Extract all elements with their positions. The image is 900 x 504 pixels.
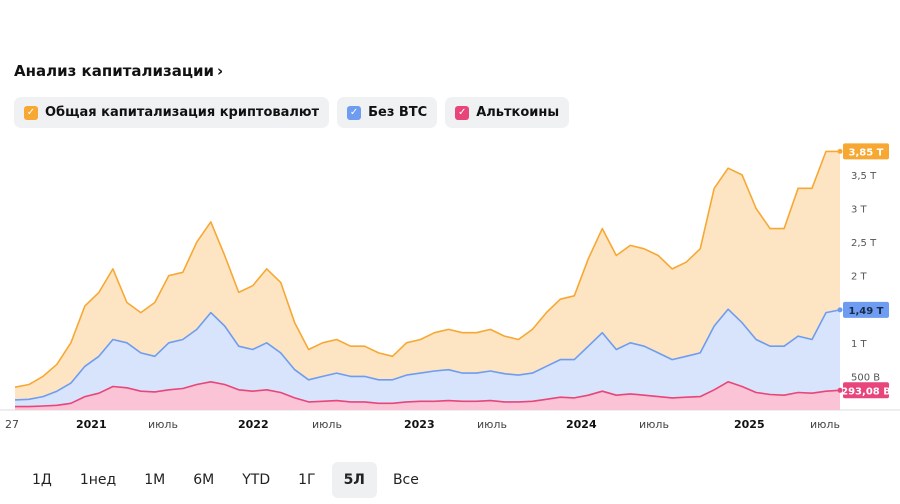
end-value-label: 293,08 B <box>841 386 891 397</box>
tab-5y[interactable]: 5Л <box>331 462 377 498</box>
end-point-0 <box>837 148 843 154</box>
x-tick-label: 2024 <box>566 418 597 431</box>
legend-label: Общая капитализация криптовалют <box>45 105 320 120</box>
legend-toggle-ex-btc[interactable]: ✓ Без BTC <box>337 97 438 128</box>
tab-1w[interactable]: 1нед <box>79 472 117 488</box>
end-value-badge-1: 1,49 T <box>843 301 889 318</box>
chart-section-title[interactable]: Анализ капитализации › <box>14 62 223 80</box>
x-tick-label: 2021 <box>76 418 107 431</box>
time-range-tabs: 1Д 1нед 1М 6М YTD 1Г 5Л Все <box>20 462 431 498</box>
y-tick-label: 3 T <box>851 205 868 216</box>
checkbox-icon: ✓ <box>24 105 38 120</box>
end-value-badge-bg <box>843 382 889 399</box>
x-tick-label: 2025 <box>734 418 765 431</box>
series-line-0 <box>14 150 840 388</box>
y-tick-label: 3,5 T <box>851 171 877 182</box>
market-cap-chart[interactable]: 500 B1 T1,5 T2 T2,5 T3 T3,5 T3,85 T1,49 … <box>0 140 900 440</box>
legend: ✓ Общая капитализация криптовалют ✓ Без … <box>14 97 570 128</box>
tab-all[interactable]: Все <box>392 472 419 488</box>
end-value-badge-bg <box>843 143 889 160</box>
x-tick-label: июль <box>477 418 507 431</box>
legend-label: Без BTC <box>368 105 428 120</box>
x-tick-label: июль <box>312 418 342 431</box>
y-tick-label: 2,5 T <box>851 238 877 249</box>
series-line-2 <box>15 381 841 408</box>
end-value-label: 1,49 T <box>849 306 884 317</box>
end-value-badge-0: 3,85 T <box>843 143 889 160</box>
x-tick-label: июль <box>810 418 840 431</box>
x-tick-label: 2022 <box>238 418 269 431</box>
legend-toggle-altcoins[interactable]: ✓ Альткоины <box>445 97 570 128</box>
y-tick-label: 2 T <box>851 272 868 283</box>
x-tick-label: июль <box>148 418 178 431</box>
legend-label: Альткоины <box>476 105 560 120</box>
end-value-badge-bg <box>843 301 889 318</box>
x-tick-label: 27 <box>5 418 19 431</box>
x-tick-label: июль <box>639 418 669 431</box>
chevron-right-icon: › <box>217 62 224 80</box>
end-point-1 <box>837 307 843 313</box>
end-point-2 <box>837 387 843 393</box>
tab-1y[interactable]: 1Г <box>298 472 316 488</box>
series-line-1 <box>14 308 841 401</box>
tab-ytd[interactable]: YTD <box>242 472 271 488</box>
tab-1d[interactable]: 1Д <box>32 472 52 488</box>
end-value-badge-2: 293,08 B <box>841 382 891 399</box>
end-value-label: 3,85 T <box>849 147 884 158</box>
checkbox-icon: ✓ <box>347 105 362 120</box>
checkbox-icon: ✓ <box>455 105 470 120</box>
series-area-2 <box>15 381 840 410</box>
chart-section-title-text: Анализ капитализации <box>14 62 214 80</box>
tab-1m[interactable]: 1М <box>144 472 166 488</box>
y-tick-label: 1 T <box>851 339 868 350</box>
tab-6m[interactable]: 6М <box>193 472 215 488</box>
x-tick-label: 2023 <box>404 418 435 431</box>
legend-toggle-total[interactable]: ✓ Общая капитализация криптовалют <box>14 97 330 128</box>
y-tick-label: 500 B <box>851 372 880 383</box>
